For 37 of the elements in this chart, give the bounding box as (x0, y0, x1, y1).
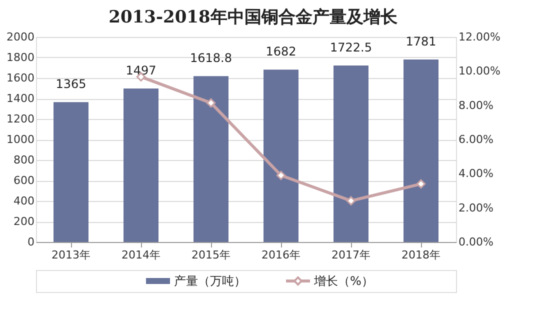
y-tick-label: 600 (14, 174, 34, 187)
y-tick-label: 1000 (6, 133, 34, 146)
x-tick-label: 2018年 (402, 248, 440, 262)
x-tick-label: 2015年 (192, 248, 230, 262)
y-tick-label: 400 (14, 194, 34, 208)
y-tick-label: 2000 (6, 30, 34, 44)
y-tick-label: 200 (14, 215, 34, 228)
data-label: 1618.8 (190, 51, 232, 66)
point (416, 179, 426, 189)
x-tick-label: 2016年 (262, 248, 300, 262)
x-tick-label: 2014年 (122, 248, 160, 262)
y-tick-label: 1800 (6, 51, 34, 64)
y-tick-label: 1400 (6, 92, 34, 105)
data-label: 1781 (406, 34, 436, 48)
data-label: 1722.5 (330, 40, 372, 54)
data-label: 1682 (266, 44, 296, 59)
legend-label: 增长（%） (313, 274, 374, 288)
point (276, 170, 286, 180)
y2-tick-label: 6.00% (458, 133, 494, 146)
y2-tick-label: 12.00% (458, 30, 500, 44)
y-tick-label: 0 (28, 236, 34, 248)
y-tick-label: 800 (14, 154, 34, 166)
y2-tick-label: 4.00% (458, 167, 494, 180)
legend-label: 产量（万吨） (174, 274, 246, 288)
data-label: 1365 (56, 77, 86, 92)
y2-tick-label: 0.00% (458, 236, 494, 248)
y-tick-label: 1600 (6, 72, 34, 84)
data-label: 1497 (126, 64, 156, 78)
y2-tick-label: 8.00% (458, 98, 494, 112)
y-tick-label: 1200 (6, 112, 34, 126)
y2-tick-label: 10.00% (458, 64, 500, 78)
x-tick-label: 2013年 (52, 248, 90, 262)
y2-tick-label: 2.00% (458, 201, 494, 214)
x-tick-label: 2017年 (332, 248, 370, 262)
point (206, 98, 216, 108)
chart-title: 2013-2018年中国铜合金产量及增长 (108, 8, 398, 28)
point (346, 196, 356, 206)
